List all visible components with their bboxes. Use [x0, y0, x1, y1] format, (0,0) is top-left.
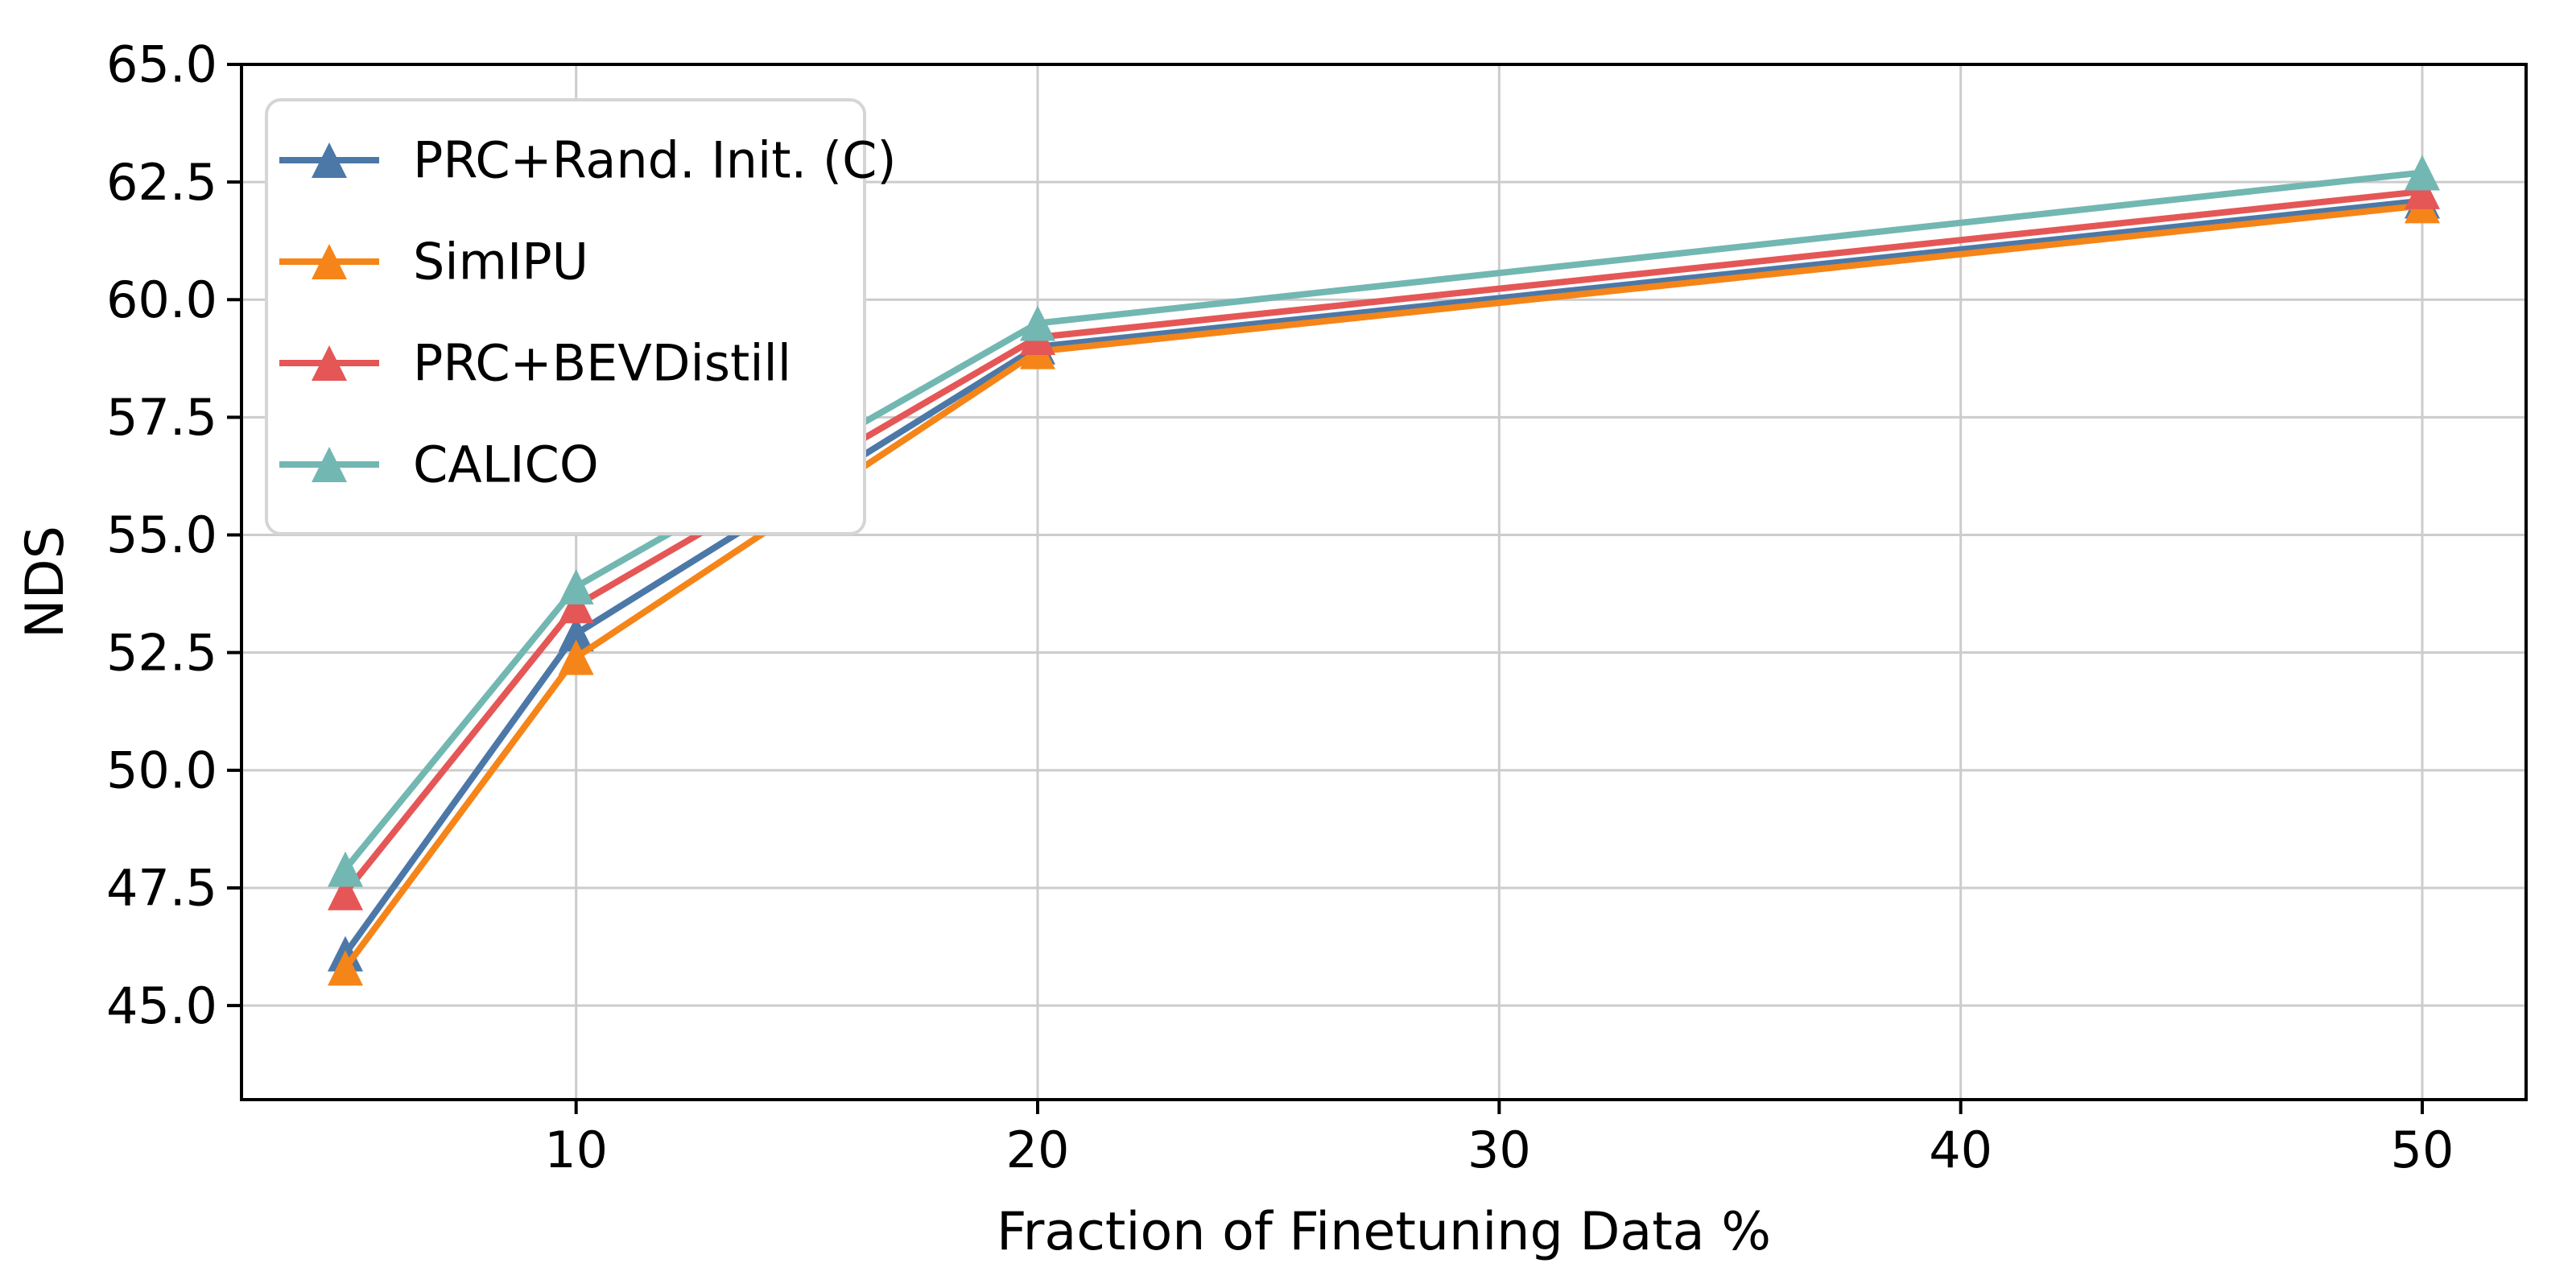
series-marker-prc-rand-init-c [558, 616, 594, 652]
series-marker-calico [558, 568, 594, 605]
series-marker-calico [2405, 155, 2440, 191]
y-tick-label: 50.0 [106, 741, 217, 800]
x-tick-label: 40 [1929, 1121, 1992, 1179]
x-tick-label: 10 [544, 1121, 608, 1179]
y-axis-label: NDS [15, 526, 76, 638]
legend-box [265, 98, 866, 535]
x-axis-label: Fraction of Finetuning Data % [997, 1202, 1771, 1262]
series-marker-prc-bevdistill [2405, 173, 2440, 209]
series-marker-simipu [558, 639, 594, 675]
y-tick-label: 45.0 [106, 976, 217, 1035]
y-tick-label: 62.5 [106, 153, 217, 212]
legend-sample-marker-calico [312, 447, 347, 482]
plot-border [240, 63, 2528, 1101]
x-tick-label: 50 [2391, 1121, 2454, 1179]
series-marker-calico [1020, 305, 1055, 341]
y-tick-label: 55.0 [106, 506, 217, 564]
series-marker-prc-bevdistill [558, 588, 594, 624]
x-tick-label: 20 [1006, 1121, 1070, 1179]
x-tick-label: 30 [1468, 1121, 1531, 1179]
legend-sample-marker-prc-bevdistill [312, 345, 347, 381]
y-tick-label: 47.5 [106, 859, 217, 918]
legend-label-prc-rand-init-c: PRC+Rand. Init. (C) [413, 131, 897, 190]
legend-label-simipu: SimIPU [413, 233, 588, 291]
series-marker-simipu [328, 950, 363, 986]
series-marker-calico [328, 851, 363, 887]
legend-sample-marker-simipu [312, 244, 347, 279]
y-tick-label: 65.0 [106, 35, 217, 94]
series-marker-prc-bevdistill [328, 874, 363, 910]
y-tick-label: 60.0 [106, 270, 217, 329]
legend-label-calico: CALICO [413, 436, 599, 494]
y-tick-label: 52.5 [106, 623, 217, 682]
legend-label-prc-bevdistill: PRC+BEVDistill [413, 334, 791, 393]
y-tick-label: 57.5 [106, 388, 217, 447]
legend-sample-marker-prc-rand-init-c [312, 142, 347, 178]
